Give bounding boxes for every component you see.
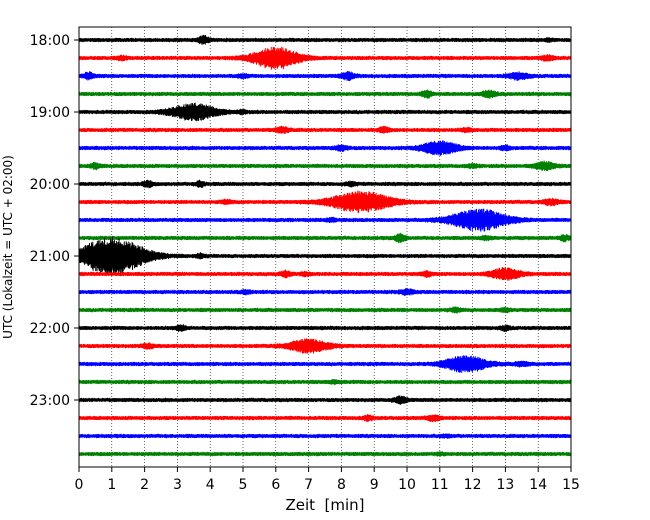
trace-1815 (78, 46, 572, 70)
x-tick-label: 2 (140, 477, 149, 493)
y-tick-label: 21:00 (30, 249, 70, 265)
x-tick-label: 12 (464, 477, 482, 493)
x-tick-label: 5 (239, 477, 248, 493)
trace-1915 (78, 125, 572, 135)
y-tick-label: 22:00 (30, 321, 70, 337)
trace-2200 (78, 324, 572, 333)
x-tick-label: 0 (75, 477, 84, 493)
y-tick-label: 18:00 (30, 33, 70, 49)
x-tick-label: 11 (431, 477, 449, 493)
trace-1800 (78, 34, 572, 45)
x-tick-label: 7 (304, 477, 313, 493)
y-tick-label: 19:00 (30, 105, 70, 121)
x-tick-label: 4 (206, 477, 215, 493)
x-tick-label: 15 (562, 477, 580, 493)
x-tick-label: 3 (173, 477, 182, 493)
trace-2015 (78, 190, 572, 214)
trace-2130 (78, 287, 572, 297)
trace-2145 (78, 306, 572, 314)
y-tick-label: 20:00 (30, 177, 70, 193)
plot-frame (78, 26, 572, 468)
seismic-traces (78, 34, 572, 457)
vertical-grid (111, 27, 539, 467)
x-tick-label: 8 (337, 477, 346, 493)
x-tick-label: 13 (496, 477, 514, 493)
trace-2045 (78, 232, 572, 244)
trace-2300 (78, 395, 572, 405)
trace-2115 (78, 267, 572, 281)
trace-1830 (78, 70, 572, 82)
x-tick-label: 14 (529, 477, 547, 493)
trace-1945 (78, 160, 572, 172)
trace-2330 (78, 433, 572, 439)
y-axis-title: UTC (Lokalzeit = UTC + 02:00) (1, 155, 15, 339)
trace-1845 (78, 89, 572, 99)
trace-2100 (78, 236, 572, 276)
x-tick-label: 1 (107, 477, 116, 493)
trace-2215 (78, 338, 572, 354)
x-tick-label: 9 (370, 477, 379, 493)
x-axis-ticks: 0 1 2 3 4 5 6 7 8 9 10 11 12 13 14 15 (75, 467, 580, 493)
y-tick-label: 23:00 (30, 393, 70, 409)
x-tick-label: 6 (271, 477, 280, 493)
trace-2030 (78, 208, 572, 232)
trace-2000 (78, 179, 572, 189)
y-axis-ticks: 18:00 19:00 20:00 21:00 22:00 23:00 (30, 33, 79, 409)
trace-1930 (78, 140, 572, 156)
trace-2245 (78, 378, 572, 386)
trace-2345 (78, 451, 572, 457)
trace-1900 (78, 102, 572, 122)
x-axis-title: Zeit [min] (285, 496, 364, 514)
trace-2315 (78, 413, 572, 423)
trace-2230 (78, 355, 572, 373)
x-tick-label: 10 (398, 477, 416, 493)
